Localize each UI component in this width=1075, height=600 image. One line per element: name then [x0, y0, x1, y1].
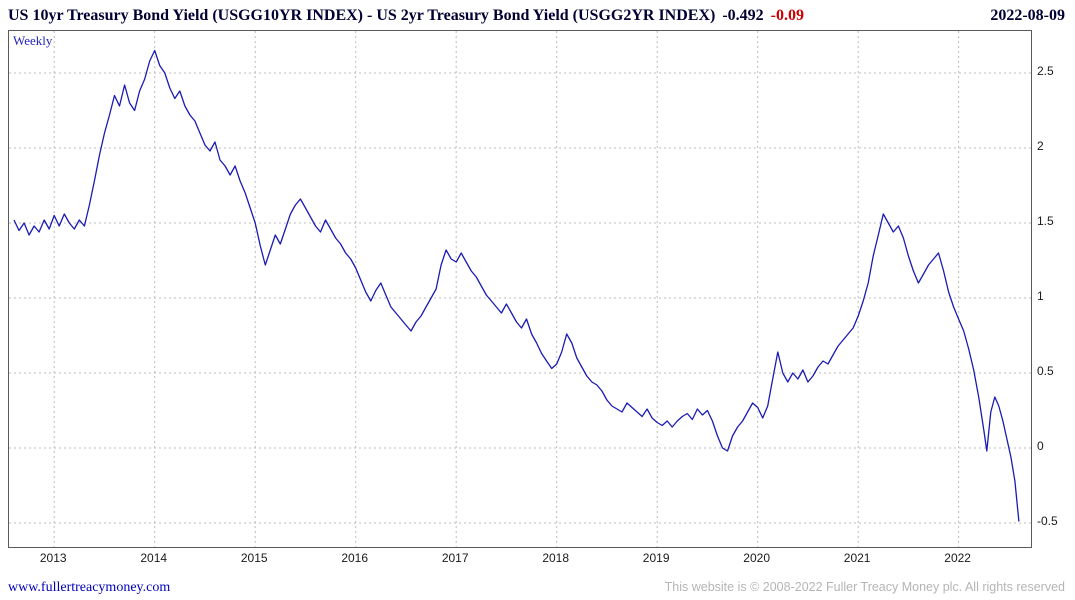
y-axis-label: 2 — [1037, 139, 1044, 153]
y-axis-label: 0 — [1037, 439, 1044, 453]
x-axis-label: 2018 — [542, 551, 570, 565]
x-axis-label: 2014 — [140, 551, 168, 565]
y-axis-label: 2.5 — [1037, 64, 1054, 78]
spread-line — [13, 49, 1020, 522]
y-axis-label: 1.5 — [1037, 214, 1054, 228]
change-value: -0.09 — [770, 7, 804, 24]
x-axis-label: 2013 — [39, 551, 67, 565]
y-axis-label: 1 — [1037, 289, 1044, 303]
plot-area[interactable]: Weekly — [8, 30, 1032, 548]
y-axis-label: -0.5 — [1037, 514, 1058, 528]
x-axis-label: 2019 — [642, 551, 670, 565]
chart-date: 2022-08-09 — [990, 7, 1065, 24]
x-axis-label: 2016 — [341, 551, 369, 565]
x-axis-label: 2017 — [441, 551, 469, 565]
x-axis-label: 2022 — [944, 551, 971, 565]
last-value: -0.492 — [722, 7, 764, 24]
y-axis-label: 0.5 — [1037, 364, 1054, 378]
x-axis-label: 2021 — [843, 551, 871, 565]
chart-header: US 10yr Treasury Bond Yield (USGG10YR IN… — [0, 0, 1075, 30]
site-link[interactable]: www.fullertreacymoney.com — [8, 580, 171, 595]
frequency-label: Weekly — [13, 33, 53, 48]
x-axis-label: 2020 — [743, 551, 771, 565]
x-axis-label: 2015 — [240, 551, 268, 565]
footer: www.fullertreacymoney.com This website i… — [8, 580, 1065, 596]
chart-canvas — [9, 31, 1031, 547]
chart-title-group: US 10yr Treasury Bond Yield (USGG10YR IN… — [8, 7, 804, 25]
chart-title: US 10yr Treasury Bond Yield (USGG10YR IN… — [8, 7, 716, 24]
copyright-text: This website is © 2008-2022 Fuller Treac… — [664, 580, 1065, 594]
